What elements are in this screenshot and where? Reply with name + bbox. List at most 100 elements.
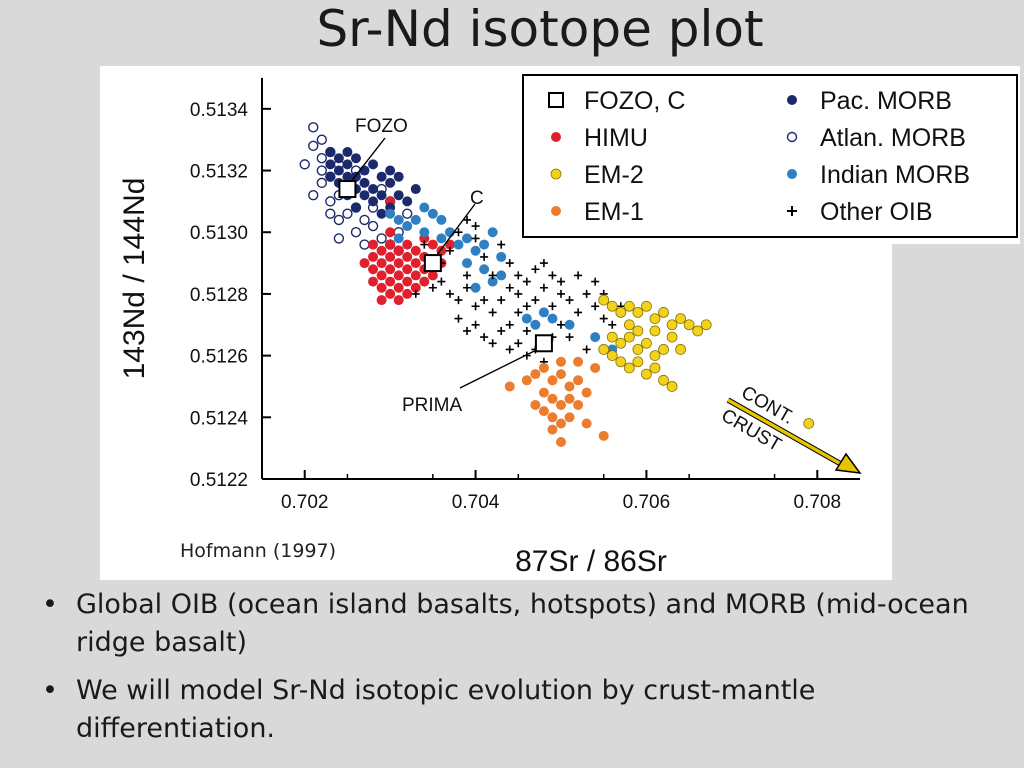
em1-point xyxy=(556,436,566,447)
indian_morb-point xyxy=(521,313,532,324)
other_oib-point xyxy=(454,314,463,323)
legend-marker xyxy=(787,206,797,216)
prima-leader-line xyxy=(459,348,539,389)
legend-label: HIMU xyxy=(584,124,648,152)
em1-point xyxy=(598,430,609,441)
annotation-label: PRIMA xyxy=(402,395,463,416)
other_oib-point xyxy=(445,246,454,255)
indian_morb-point xyxy=(462,233,473,244)
indian_morb-point xyxy=(470,245,481,256)
em1-point xyxy=(504,381,515,392)
em1-point xyxy=(521,375,532,386)
other_oib-point xyxy=(445,289,454,298)
atlan_morb-point xyxy=(342,208,353,219)
em2-point xyxy=(632,325,644,337)
other_oib-point xyxy=(548,302,557,311)
indian_morb-point xyxy=(590,332,601,343)
himu-point xyxy=(427,239,438,250)
himu-point xyxy=(385,239,396,250)
indian_morb-point xyxy=(436,214,447,225)
em1-point xyxy=(564,412,575,423)
atlan_morb-point xyxy=(316,165,328,176)
em1-point xyxy=(564,393,575,404)
himu-point xyxy=(376,282,387,293)
atlan_morb-point xyxy=(299,159,310,170)
other_oib-point xyxy=(488,308,497,317)
himu-point xyxy=(402,239,413,250)
other_oib-point xyxy=(522,326,531,335)
pac_morb-point xyxy=(368,196,379,207)
pac_morb-point xyxy=(402,196,413,207)
em1-point xyxy=(547,424,558,435)
atlan_morb-point xyxy=(376,233,387,244)
y-tick-label: 0.5126 xyxy=(190,347,248,368)
other_oib-point xyxy=(463,215,472,224)
pac_morb-point xyxy=(368,184,379,195)
y-tick-label: 0.5128 xyxy=(190,285,248,306)
indian_morb-point xyxy=(496,270,507,281)
y-tick-label: 0.5130 xyxy=(190,223,248,244)
c-leader-line xyxy=(436,203,476,256)
em2-point xyxy=(623,319,635,331)
himu-point xyxy=(393,258,404,269)
himu-point xyxy=(376,245,387,256)
bullet-item: We will model Sr-Nd isotopic evolution b… xyxy=(40,672,1000,748)
annotation-label: FOZO xyxy=(355,116,408,137)
other_oib-point xyxy=(411,289,420,298)
legend-label: EM-2 xyxy=(584,161,644,189)
component-square xyxy=(338,180,357,199)
y-tick-label: 0.5124 xyxy=(190,408,249,429)
himu-point xyxy=(376,270,387,281)
bullet-item: Global OIB (ocean island basalts, hotspo… xyxy=(40,586,1000,662)
em2-point xyxy=(615,356,627,368)
himu-point xyxy=(385,288,396,299)
em2-point xyxy=(700,319,712,331)
em2-point xyxy=(606,350,618,362)
atlan_morb-point xyxy=(350,227,362,238)
other_oib-point xyxy=(471,302,480,311)
em1-point xyxy=(573,399,584,410)
himu-point xyxy=(368,251,379,262)
em2-point xyxy=(692,325,704,337)
em1-point xyxy=(573,375,584,386)
em1-point xyxy=(530,399,541,410)
atlan_morb-point xyxy=(333,233,345,244)
y-tick-label: 0.5132 xyxy=(190,162,248,183)
pac_morb-point xyxy=(368,159,379,170)
other_oib-point xyxy=(548,271,557,280)
em2-point xyxy=(615,307,627,318)
other_oib-point xyxy=(574,308,583,317)
indian_morb-point xyxy=(410,214,421,225)
other_oib-point xyxy=(557,320,565,329)
other_oib-point xyxy=(471,320,480,329)
other_oib-point xyxy=(505,259,514,268)
atlan_morb-point xyxy=(325,208,336,219)
atlan_morb-point xyxy=(308,190,319,201)
pac_morb-point xyxy=(393,190,404,201)
em2-point xyxy=(675,313,686,325)
x-tick-label: 0.704 xyxy=(452,492,500,513)
em2-point xyxy=(606,331,618,343)
em1-point xyxy=(581,387,592,398)
atlan_morb-point xyxy=(359,239,370,250)
other_oib-point xyxy=(591,302,600,311)
em1-point xyxy=(547,375,558,386)
other_oib-point xyxy=(437,277,446,286)
component-square xyxy=(423,254,442,273)
other_oib-point xyxy=(514,339,523,348)
indian_morb-point xyxy=(393,233,404,244)
himu-point xyxy=(359,258,370,269)
em1-point xyxy=(573,356,584,367)
em2-point xyxy=(658,374,669,386)
em1-point xyxy=(547,412,558,423)
himu-point xyxy=(385,251,396,262)
y-axis-label: 143Nd / 144Nd xyxy=(118,178,151,380)
himu-point xyxy=(385,264,396,275)
em2-point xyxy=(666,381,678,392)
em2-point xyxy=(666,331,678,343)
other_oib-point xyxy=(539,283,548,292)
himu-point xyxy=(368,276,379,287)
pac_morb-point xyxy=(342,159,353,170)
em2-point xyxy=(641,300,652,312)
himu-point xyxy=(393,270,404,281)
